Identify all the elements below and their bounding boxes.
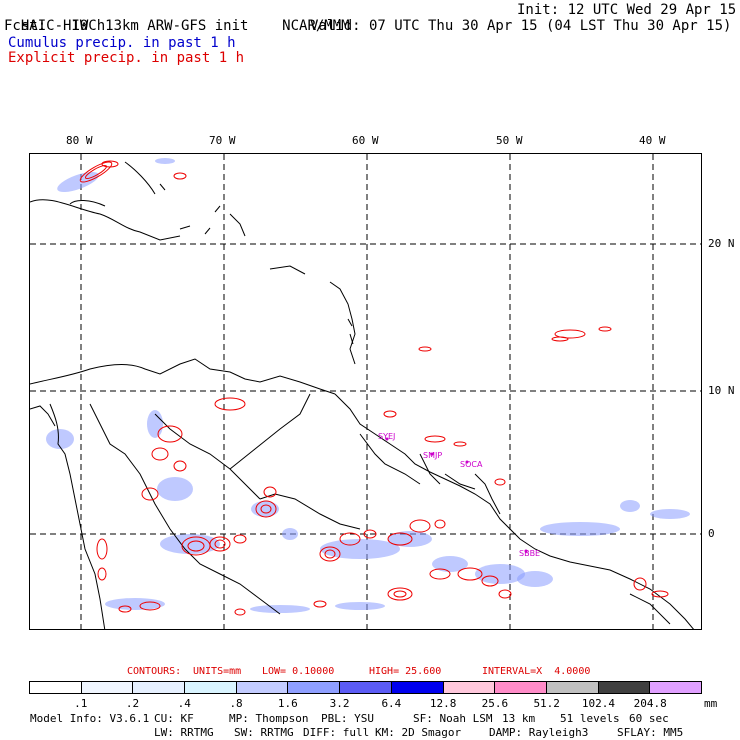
colorbar-segment	[546, 682, 599, 693]
colorbar-segment	[30, 682, 82, 693]
colorbar-segment	[495, 682, 547, 693]
colorbar-segment	[443, 682, 496, 693]
lon-label-40w: 40 W	[639, 134, 666, 147]
lat-label-20n: 20 N	[708, 237, 735, 250]
colorbar-segment	[81, 682, 134, 693]
model-info-item: Model Info: V3.6.1	[30, 712, 150, 725]
model-info-item: KM: 2D Smagor	[375, 726, 462, 739]
station-markers	[385, 437, 528, 553]
colorbar-tick-label: 12.8	[429, 697, 457, 710]
org-label: NCAR/MMM	[282, 18, 350, 34]
colorbar-tick-label: .2	[125, 697, 140, 710]
model-info-item: SW: RRTMG	[234, 726, 294, 739]
lon-label-80w: 80 W	[66, 134, 93, 147]
station-label-sbbe: SBBE	[519, 549, 541, 558]
colorbar-segment	[598, 682, 651, 693]
station-label-soca: SOCA	[460, 460, 483, 469]
colorbar-segment	[340, 682, 392, 693]
explicit-legend: Explicit precip. in past 1 h	[8, 50, 245, 66]
colorbar-segment	[236, 682, 289, 693]
lon-label-50w: 50 W	[496, 134, 523, 147]
model-title: HAIC-HIWC 13km ARW-GFS init NCAR/MMM	[20, 18, 350, 34]
lat-label-0: 0	[708, 527, 715, 540]
init-time: Init: 12 UTC Wed 29 Apr 15	[517, 2, 737, 18]
model-info-item: 60 sec	[629, 712, 669, 725]
colorbar-segment	[185, 682, 237, 693]
precip-colorbar	[29, 681, 702, 694]
colorbar-tick-label: 1.6	[277, 697, 298, 710]
colorbar-unit: mm	[704, 697, 718, 710]
colorbar-segment	[133, 682, 186, 693]
model-info-item: MP: Thompson	[229, 712, 309, 725]
colorbar-tick-label: .1	[74, 697, 88, 710]
colorbar-segment	[288, 682, 341, 693]
forecast-hour-value: 19 h	[71, 18, 106, 34]
cumulus-legend: Cumulus precip. in past 1 h	[8, 35, 236, 51]
colorbar-tick-label: .4	[177, 697, 191, 710]
lon-label-60w: 60 W	[352, 134, 379, 147]
model-info-item: DIFF: full	[303, 726, 370, 739]
model-info-item: 51 levels	[560, 712, 620, 725]
model-info-item: SF: Noah LSM	[413, 712, 493, 725]
colorbar-tick-label: 6.4	[381, 697, 402, 710]
model-info-item: PBL: YSU	[321, 712, 374, 725]
model-info-item: SFLAY: MM5	[617, 726, 684, 739]
lat-label-10n: 10 N	[708, 384, 735, 397]
model-info-item: DAMP: Rayleigh3	[489, 726, 589, 739]
model-info-item: 13 km	[502, 712, 536, 725]
station-label-syej: SYEJ	[378, 432, 396, 441]
station-label-smjp: SMJP	[423, 451, 443, 460]
colorbar-segment	[650, 682, 701, 693]
colorbar-tick-label: .8	[229, 697, 243, 710]
valid-time: Valid: 07 UTC Thu 30 Apr 15 (04 LST Thu …	[310, 18, 732, 34]
model-info-item: CU: KF	[154, 712, 194, 725]
colorbar-tick-label: 102.4	[581, 697, 616, 710]
precip-map: SYEJ SMJP SOCA SBBE	[29, 153, 702, 630]
colorbar-tick-label: 204.8	[633, 697, 667, 710]
model-info-item: LW: RRTMG	[154, 726, 214, 739]
explicit-precip-contours	[79, 160, 669, 616]
colorbar-tick-label: 25.6	[481, 697, 509, 710]
coastlines	[30, 161, 694, 629]
colorbar-segment	[391, 682, 444, 693]
cumulus-precip-areas	[46, 158, 690, 613]
map-canvas	[30, 154, 701, 629]
lon-label-70w: 70 W	[209, 134, 236, 147]
colorbar-tick-label: 51.2	[533, 697, 560, 710]
forecast-hour: Fcst: 19 h	[4, 18, 106, 34]
colorbar-tick-label: 3.2	[329, 697, 350, 710]
